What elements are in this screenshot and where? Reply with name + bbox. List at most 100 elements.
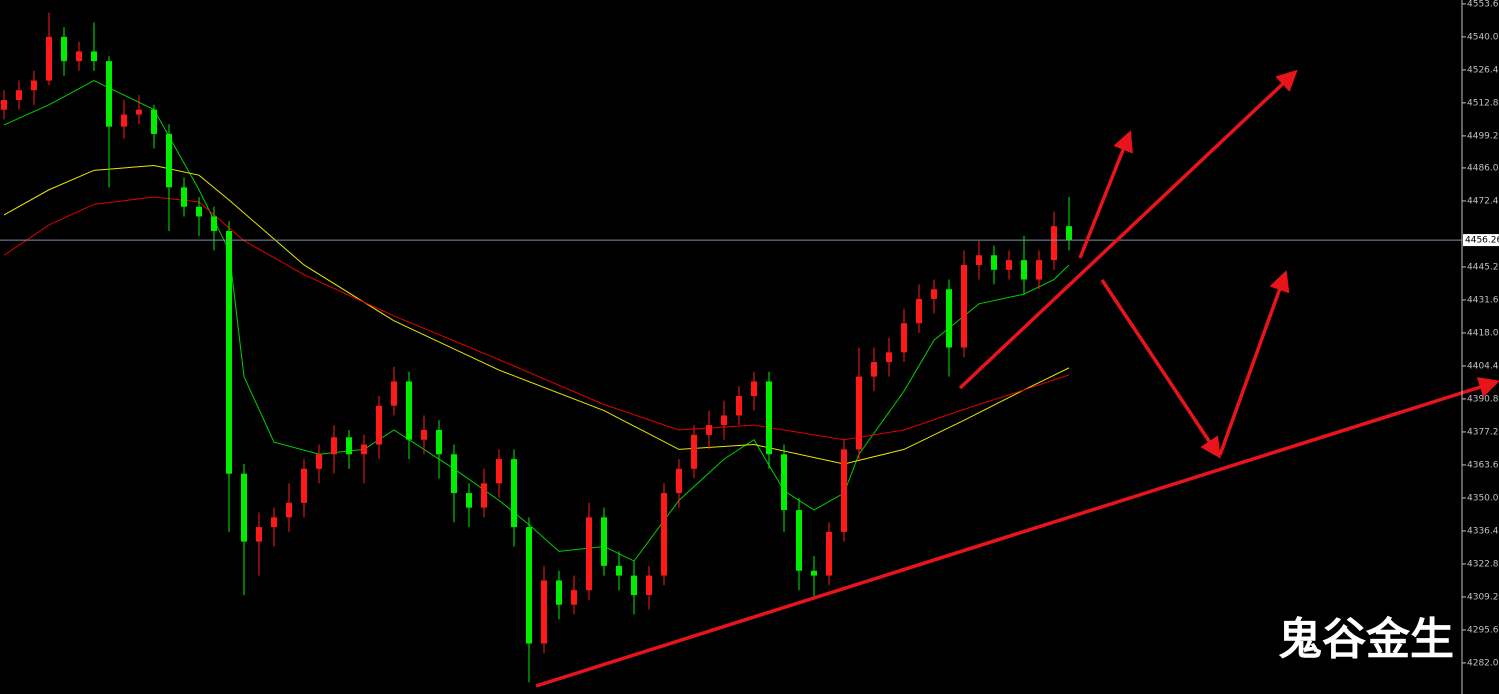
y-tick-label: 4322.80 [1467, 559, 1499, 569]
y-tick-label: 4445.20 [1467, 262, 1499, 272]
candle-body [121, 114, 127, 127]
candle-body [796, 510, 802, 571]
candle-body [301, 468, 307, 503]
candle-body [496, 459, 502, 484]
candle-body [16, 90, 22, 100]
down-arrow [1100, 279, 1221, 459]
candle-body [616, 565, 622, 576]
y-tick-label: 4526.40 [1467, 65, 1499, 75]
y-tick-label: 4336.40 [1467, 526, 1499, 536]
y-tick-label: 4540.00 [1467, 32, 1499, 42]
candle-body [361, 444, 367, 455]
candle-body [481, 483, 487, 508]
y-tick-label: 4295.60 [1467, 625, 1499, 635]
rebound-arrow [1218, 270, 1290, 456]
candle-body [271, 517, 277, 528]
candle-body [811, 570, 817, 576]
candle-body [241, 473, 247, 542]
candle-body [706, 425, 712, 435]
candle-body [526, 527, 532, 644]
candle-body [781, 454, 787, 511]
candle-body [931, 289, 937, 299]
candle-body [886, 352, 892, 363]
candle-body [31, 80, 37, 91]
candle-body [1051, 226, 1057, 261]
candle-body [1036, 260, 1042, 280]
candle-body [196, 206, 202, 217]
candle-body [916, 298, 922, 324]
candle-body [691, 434, 697, 469]
candle-body [826, 531, 832, 576]
candle-body [181, 187, 187, 207]
y-tick-label: 4418.00 [1467, 328, 1499, 338]
candle-body [856, 376, 862, 450]
candle-body [91, 51, 97, 62]
rising-trend-arrow [958, 69, 1298, 390]
plot-area [0, 12, 1462, 683]
support-trend-line [535, 377, 1499, 688]
candle-body [601, 517, 607, 566]
y-tick-label: 4390.80 [1467, 394, 1499, 404]
candle-body [646, 575, 652, 595]
candle-body [466, 493, 472, 508]
candle-body [376, 405, 382, 445]
candle-body [631, 575, 637, 595]
candle-body [436, 429, 442, 455]
candle-body [1021, 260, 1027, 280]
candle-body [556, 580, 562, 605]
candle-body [766, 381, 772, 455]
candle-body [571, 590, 577, 605]
moving-average-line [3, 164, 1070, 465]
candle-body [736, 396, 742, 416]
watermark: 鬼谷金生 [1278, 614, 1454, 665]
candle-body [1066, 226, 1072, 241]
candle-body [1, 99, 7, 110]
candle-body [136, 109, 142, 115]
candle-body [511, 459, 517, 528]
y-tick-label: 4431.60 [1467, 295, 1499, 305]
y-tick-label: 4472.40 [1467, 196, 1499, 206]
candle-body [331, 437, 337, 455]
candle-body [661, 493, 667, 576]
current-price-box [1463, 234, 1499, 247]
candle-body [286, 502, 292, 518]
candle-body [256, 527, 262, 542]
candle-body [316, 454, 322, 469]
candle-body [106, 61, 112, 127]
moving-average-line [3, 196, 1070, 441]
y-tick-label: 4309.20 [1467, 592, 1499, 602]
y-tick-label: 4282.00 [1467, 658, 1499, 668]
up-arrow [1078, 130, 1133, 259]
candle-body [976, 255, 982, 265]
candle-body [871, 362, 877, 377]
y-tick-label: 4377.20 [1467, 427, 1499, 437]
y-tick-label: 4350.00 [1467, 493, 1499, 503]
candle-body [991, 255, 997, 270]
annotations [535, 69, 1499, 688]
candle-body [586, 517, 592, 591]
candle-body [226, 231, 232, 474]
candle-body [46, 36, 52, 81]
y-tick-label: 4404.40 [1467, 361, 1499, 371]
candle-body [721, 415, 727, 426]
candle-body [1006, 260, 1012, 270]
candle-body [841, 449, 847, 532]
candle-body [451, 454, 457, 494]
current-price-label: 4456.26 [1465, 236, 1499, 246]
candle-body [946, 289, 952, 348]
candle-body [751, 381, 757, 397]
y-tick-label: 4553.60 [1467, 0, 1499, 9]
y-tick-label: 4512.80 [1467, 98, 1499, 108]
candle-body [166, 133, 172, 188]
candle-body [346, 437, 352, 455]
candle-body [391, 381, 397, 406]
candle-body [406, 381, 412, 440]
candle-body [676, 468, 682, 494]
candle-body [961, 264, 967, 348]
y-tick-label: 4499.20 [1467, 131, 1499, 141]
candle-body [541, 580, 547, 644]
y-tick-label: 4486.00 [1467, 163, 1499, 173]
